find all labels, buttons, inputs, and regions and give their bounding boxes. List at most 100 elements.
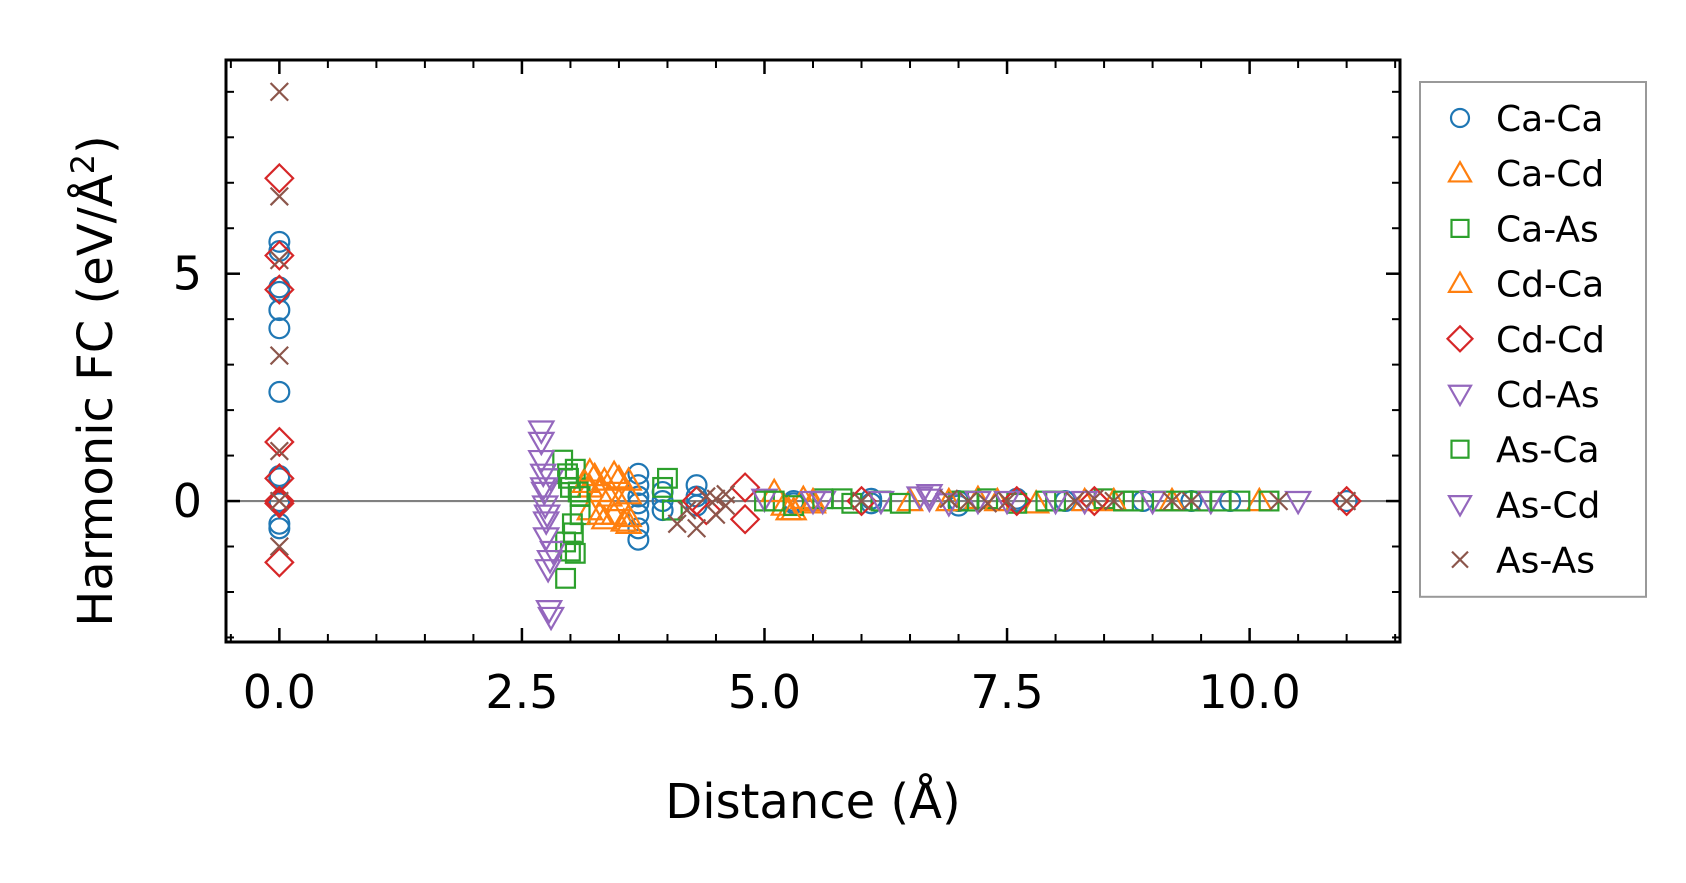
legend-marker bbox=[1447, 270, 1473, 293]
data-point bbox=[268, 230, 291, 253]
data-point bbox=[564, 542, 586, 564]
ticks bbox=[226, 60, 1400, 642]
data-point bbox=[1104, 491, 1124, 511]
data-point bbox=[529, 463, 558, 489]
data-point bbox=[729, 503, 761, 535]
data-point bbox=[1084, 489, 1104, 509]
data-point bbox=[600, 459, 629, 484]
data-point bbox=[939, 489, 959, 509]
tick-labels: 0.0 2.5 5.0 7.5 10.0 0 5 bbox=[173, 247, 1301, 719]
series-cd-as bbox=[527, 420, 1313, 632]
data-point bbox=[264, 488, 295, 519]
x-tick-label: 0.0 bbox=[243, 665, 316, 719]
legend-label: As-Ca bbox=[1496, 430, 1600, 471]
data-point bbox=[268, 517, 291, 540]
data-point bbox=[585, 500, 614, 525]
data-point bbox=[1331, 485, 1362, 517]
data-point bbox=[527, 431, 556, 457]
data-point bbox=[532, 511, 561, 536]
data-point bbox=[538, 540, 567, 566]
data-point bbox=[866, 490, 895, 516]
legend-item: As-Ca bbox=[1450, 430, 1600, 471]
legend-item: Cd-Cd bbox=[1445, 320, 1605, 361]
data-point bbox=[268, 380, 291, 403]
data-point bbox=[993, 490, 1022, 516]
data-point bbox=[958, 491, 978, 511]
x-axis-label: Distance (Å) bbox=[665, 773, 960, 830]
data-point bbox=[905, 486, 934, 511]
legend-label: Ca-Ca bbox=[1496, 99, 1603, 140]
legend-item: As-As bbox=[1451, 541, 1595, 582]
data-point bbox=[706, 489, 726, 509]
data-point bbox=[851, 491, 872, 511]
legend-marker bbox=[1447, 495, 1473, 518]
plot-frame bbox=[224, 58, 1402, 644]
legend-label: Ca-As bbox=[1496, 209, 1599, 250]
data-point bbox=[268, 280, 291, 303]
x-tick-label: 2.5 bbox=[485, 665, 558, 719]
data-point bbox=[536, 549, 565, 575]
data-point bbox=[264, 162, 295, 194]
data-point bbox=[685, 474, 708, 497]
legend-item: Cd-Ca bbox=[1447, 265, 1604, 306]
legend-marker bbox=[1449, 107, 1471, 129]
data-point bbox=[686, 518, 707, 538]
data-point bbox=[1337, 491, 1357, 511]
data-point bbox=[627, 503, 650, 526]
data-point bbox=[1041, 490, 1070, 516]
legend-marker bbox=[1445, 324, 1475, 353]
data-point bbox=[268, 276, 291, 299]
data-point bbox=[690, 494, 722, 526]
series-as-cd bbox=[530, 481, 1167, 575]
series-as-ca bbox=[558, 467, 1231, 544]
data-point bbox=[750, 488, 779, 514]
data-point bbox=[677, 500, 697, 520]
legend-item: As-Cd bbox=[1447, 485, 1600, 526]
y-axis-label: Harmonic FC (eV/Å2) bbox=[64, 135, 124, 627]
legend: Ca-Ca Ca-Cd Ca-As Cd-Ca Cd-Cd Cd-As As-Ca As-Cd… bbox=[1419, 81, 1647, 598]
data-point bbox=[763, 490, 785, 512]
data-point bbox=[1284, 490, 1313, 516]
legend-label: As-As bbox=[1496, 541, 1595, 582]
data-point bbox=[614, 509, 643, 534]
data-point bbox=[531, 495, 560, 520]
series-ca-as bbox=[552, 449, 1280, 589]
data-point bbox=[604, 486, 633, 512]
data-point bbox=[533, 504, 562, 530]
data-point bbox=[269, 250, 289, 270]
data-point bbox=[1269, 491, 1289, 511]
data-point bbox=[269, 186, 289, 206]
data-point bbox=[530, 481, 559, 507]
data-point bbox=[527, 449, 556, 475]
data-point bbox=[1210, 490, 1231, 512]
data-point bbox=[269, 491, 289, 511]
data-point bbox=[963, 490, 992, 516]
data-point bbox=[269, 441, 289, 461]
axes bbox=[224, 58, 1402, 644]
data-point bbox=[269, 345, 289, 366]
legend-marker bbox=[1451, 550, 1469, 569]
data-point bbox=[799, 490, 827, 516]
data-point bbox=[729, 472, 761, 503]
data-point bbox=[535, 599, 564, 625]
series-cd-cd bbox=[264, 162, 1362, 578]
data-point bbox=[1162, 491, 1182, 511]
data-point bbox=[1070, 486, 1099, 512]
legend-marker bbox=[1450, 218, 1470, 238]
data-point bbox=[268, 317, 291, 340]
data-point bbox=[534, 559, 563, 584]
x-tick-label: 10.0 bbox=[1198, 665, 1300, 719]
data-point bbox=[614, 466, 643, 491]
data-point bbox=[915, 484, 944, 509]
x-tick-label: 7.5 bbox=[970, 665, 1043, 719]
data-point bbox=[627, 517, 650, 540]
data-point bbox=[889, 492, 911, 514]
data-point bbox=[590, 504, 619, 530]
data-point bbox=[268, 299, 291, 322]
data-point bbox=[264, 426, 295, 458]
data-point bbox=[627, 474, 650, 497]
x-tick-label: 5.0 bbox=[728, 665, 801, 719]
data-point bbox=[600, 500, 629, 525]
data-point bbox=[555, 567, 577, 589]
data-point bbox=[264, 547, 295, 578]
